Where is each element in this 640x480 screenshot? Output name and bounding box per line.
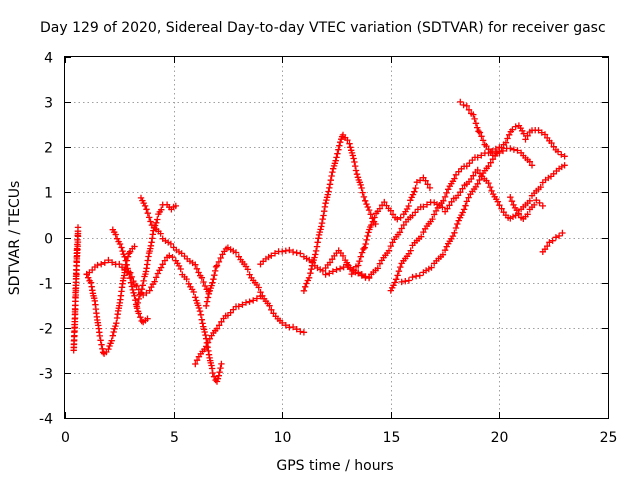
data-point-markers [387,144,503,294]
series-t16 [507,194,546,222]
y-tick-label: 0 [44,232,53,248]
data-point-markers [137,194,212,295]
series-t7 [203,244,308,336]
data-point-markers [322,174,434,278]
x-tick-label: 15 [383,430,401,446]
series-t3 [83,252,225,385]
series-t5 [109,226,151,326]
x-tick-label: 10 [274,430,292,446]
x-tick-labels: 0 5 10 15 20 25 [61,430,617,446]
x-axis-label: GPS time / hours [276,458,393,474]
data-points [70,98,568,385]
data-point-markers [70,224,82,354]
x-tick-label: 20 [491,430,509,446]
y-axis-label: SDTVAR / TECUs [7,181,23,296]
x-tick-label: 25 [600,430,618,446]
y-tick-label: 4 [44,51,53,67]
series-t17 [539,229,566,255]
series-t1 [70,224,82,354]
x-tick-label: 5 [170,430,179,446]
y-tick-label: 2 [44,141,53,157]
y-tick-label: 1 [44,186,53,202]
y-tick-label: 3 [44,96,53,112]
y-tick-label: -2 [39,322,53,338]
data-point-markers [203,244,308,336]
y-tick-labels: 4 3 2 1 0 -1 -2 -3 -4 [39,51,53,428]
y-tick-label: -1 [39,277,53,293]
series-t11 [322,174,434,278]
y-tick-label: -4 [39,412,53,428]
data-point-markers [355,162,568,281]
series-t10 [300,131,379,294]
data-point-markers [507,194,546,222]
data-point-markers [539,229,566,255]
series-t13 [387,144,503,294]
series-t6 [137,194,212,295]
plot-frame [64,56,609,419]
series-t15 [457,98,568,160]
y-tick-label: -3 [39,367,53,383]
data-point-markers [300,131,379,294]
x-tick-label: 0 [61,430,70,446]
data-point-markers [83,252,225,385]
data-point-markers [457,98,568,160]
grid-lines [65,57,608,418]
tick-marks [65,57,609,419]
series-t12 [355,162,568,281]
chart-title: Day 129 of 2020, Sidereal Day-to-day VTE… [40,20,606,36]
series-t8 [192,293,264,368]
data-point-markers [109,226,151,326]
data-point-markers [192,293,264,368]
